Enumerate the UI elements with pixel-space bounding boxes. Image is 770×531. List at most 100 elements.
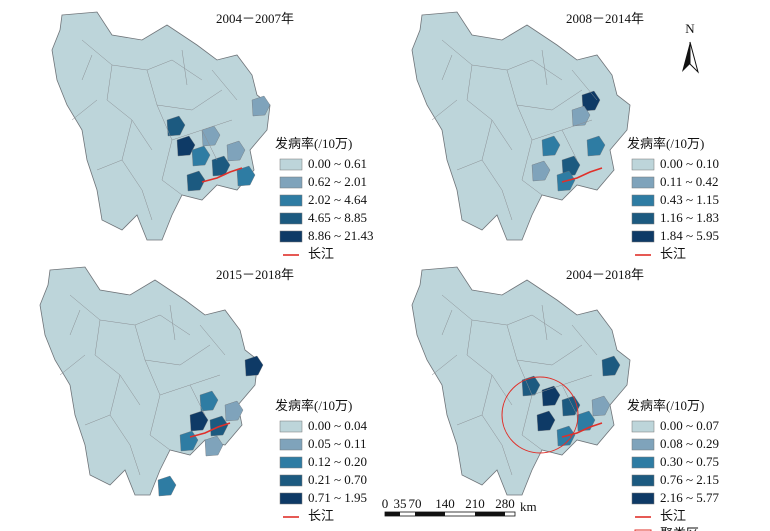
county-patch xyxy=(226,140,246,162)
legend-label: 8.86 ~ 21.43 xyxy=(308,228,374,243)
arrow-half xyxy=(682,42,690,72)
arrow-half xyxy=(689,41,699,74)
county-patch xyxy=(251,95,271,117)
county-patch xyxy=(586,135,606,157)
legend-swatch xyxy=(631,492,655,505)
province-outline xyxy=(411,266,631,496)
legend-label: 1.84 ~ 5.95 xyxy=(660,228,719,243)
legend-label: 0.30 ~ 0.75 xyxy=(660,454,719,469)
legend-swatch xyxy=(631,474,655,487)
legend-label: 2.16 ~ 5.77 xyxy=(660,490,720,505)
province-outline xyxy=(411,11,631,241)
panel-title: 2004－2007年 xyxy=(216,11,294,26)
province-outline xyxy=(39,266,259,496)
legend-title: 发病率(/10万) xyxy=(627,398,704,413)
county-patch xyxy=(186,170,206,192)
county-patch xyxy=(157,475,177,497)
county-patch xyxy=(211,155,231,177)
north-arrow: N xyxy=(682,21,699,74)
legend-label: 长江 xyxy=(660,246,686,261)
river xyxy=(561,167,603,183)
legend-label: 长江 xyxy=(660,508,686,523)
legend-label: 1.16 ~ 1.83 xyxy=(660,210,719,225)
county-patch xyxy=(189,410,209,432)
legend-label: 0.00 ~ 0.61 xyxy=(308,156,367,171)
legend-title: 发病率(/10万) xyxy=(275,398,352,413)
legend-swatch xyxy=(279,212,303,225)
legend-label: 4.65 ~ 8.85 xyxy=(308,210,367,225)
legend-label: 0.00 ~ 0.07 xyxy=(660,418,720,433)
legend-label: 0.00 ~ 0.10 xyxy=(660,156,719,171)
county-patch xyxy=(536,410,556,432)
scale-label: 0 xyxy=(382,496,389,511)
county-patch xyxy=(591,395,611,417)
county-patch xyxy=(236,165,256,187)
legend-label: 0.62 ~ 2.01 xyxy=(308,174,367,189)
legend-swatch xyxy=(631,158,655,171)
county-patch xyxy=(521,375,541,397)
county-patch xyxy=(199,390,219,412)
map-panel xyxy=(39,266,264,497)
map-panel xyxy=(411,11,631,241)
county-patch xyxy=(541,385,561,407)
scale-bar: 0 35 70 140 210 280 km xyxy=(382,496,537,517)
legend-label: 0.12 ~ 0.20 xyxy=(308,454,367,469)
legend-swatch xyxy=(279,420,303,433)
county-patch xyxy=(224,400,244,422)
panel-title: 2015－2018年 xyxy=(216,267,294,282)
legend-swatch xyxy=(631,456,655,469)
scale-unit: km xyxy=(520,499,537,514)
legend-swatch xyxy=(279,438,303,451)
legend-swatch xyxy=(279,158,303,171)
legend-swatch xyxy=(279,194,303,207)
legend-title: 发病率(/10万) xyxy=(275,136,352,151)
north-label: N xyxy=(685,21,695,36)
province-outline xyxy=(51,11,271,241)
legend-swatch xyxy=(631,230,655,243)
scale-segment xyxy=(415,512,445,516)
county-patch xyxy=(204,435,224,457)
river xyxy=(201,167,243,183)
legend-swatch xyxy=(279,230,303,243)
legend-swatch xyxy=(631,420,655,433)
legend-title: 发病率(/10万) xyxy=(627,136,704,151)
river xyxy=(189,422,231,438)
legend-swatch xyxy=(279,176,303,189)
river xyxy=(561,422,603,438)
panel-title: 2004－2018年 xyxy=(566,267,644,282)
scale-label: 35 xyxy=(394,496,407,511)
legend-swatch xyxy=(279,492,303,505)
scale-label: 280 xyxy=(495,496,515,511)
legend-label: 长江 xyxy=(308,508,334,523)
legend-swatch xyxy=(631,176,655,189)
legend-label: 0.00 ~ 0.04 xyxy=(308,418,368,433)
panel-title: 2008－2014年 xyxy=(566,11,644,26)
legend-swatch xyxy=(279,474,303,487)
county-patch xyxy=(541,135,561,157)
cluster-area xyxy=(501,376,579,454)
scale-segment xyxy=(385,512,400,516)
county-patch xyxy=(191,145,211,167)
legend-label: 长江 xyxy=(308,246,334,261)
county-patch xyxy=(571,105,591,127)
legend-swatch xyxy=(631,438,655,451)
county-patch xyxy=(166,115,186,137)
scale-label: 140 xyxy=(435,496,455,511)
county-patch xyxy=(244,355,264,377)
legend-label: 0.21 ~ 0.70 xyxy=(308,472,367,487)
legend-swatch xyxy=(631,194,655,207)
map-panel xyxy=(51,11,271,241)
legend-cluster xyxy=(634,529,652,531)
scale-label: 210 xyxy=(465,496,485,511)
legend-swatch xyxy=(631,212,655,225)
scale-label: 70 xyxy=(409,496,422,511)
legend-swatch xyxy=(279,456,303,469)
legend-label: 聚类区 xyxy=(660,526,699,531)
legend-label: 0.76 ~ 2.15 xyxy=(660,472,719,487)
legend-label: 0.71 ~ 1.95 xyxy=(308,490,367,505)
map-panel xyxy=(411,266,631,496)
legend-label: 0.05 ~ 0.11 xyxy=(308,436,367,451)
scale-segment xyxy=(475,512,505,516)
legend-label: 0.43 ~ 1.15 xyxy=(660,192,719,207)
